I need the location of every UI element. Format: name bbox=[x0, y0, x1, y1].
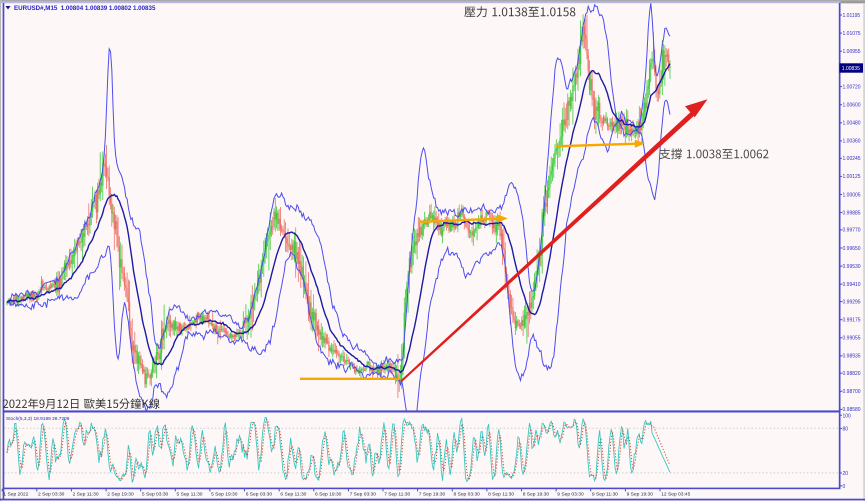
svg-text:0.99650: 0.99650 bbox=[843, 246, 861, 252]
svg-text:5 Sep 03:30: 5 Sep 03:30 bbox=[142, 491, 169, 497]
svg-text:1.00835: 1.00835 bbox=[842, 66, 860, 72]
svg-text:20: 20 bbox=[843, 471, 849, 477]
svg-text:0.98580: 0.98580 bbox=[843, 407, 861, 413]
svg-text:9 Sep 19:30: 9 Sep 19:30 bbox=[627, 491, 654, 497]
svg-text:1.00360: 1.00360 bbox=[843, 139, 861, 145]
svg-text:0.98820: 0.98820 bbox=[843, 371, 861, 377]
svg-text:0: 0 bbox=[843, 484, 846, 490]
svg-text:8 Sep 11:30: 8 Sep 11:30 bbox=[488, 491, 514, 497]
svg-text:1.00245: 1.00245 bbox=[843, 156, 861, 162]
svg-text:1.00480: 1.00480 bbox=[843, 121, 861, 127]
svg-text:7 Sep 11:30: 7 Sep 11:30 bbox=[384, 491, 410, 497]
svg-text:0.99530: 0.99530 bbox=[843, 264, 861, 270]
svg-text:1.00125: 1.00125 bbox=[843, 174, 861, 180]
svg-text:0.98700: 0.98700 bbox=[843, 389, 861, 395]
svg-text:5 Sep 19:30: 5 Sep 19:30 bbox=[211, 491, 238, 497]
svg-text:9 Sep 11:30: 9 Sep 11:30 bbox=[592, 491, 618, 497]
svg-text:6 Sep 11:30: 6 Sep 11:30 bbox=[280, 491, 306, 497]
svg-text:1.00005: 1.00005 bbox=[843, 192, 861, 198]
svg-text:0.99770: 0.99770 bbox=[843, 228, 861, 234]
svg-text:0.99295: 0.99295 bbox=[843, 299, 861, 305]
svg-text:100: 100 bbox=[843, 413, 852, 419]
svg-text:1.00720: 1.00720 bbox=[843, 84, 861, 90]
svg-text:0.99885: 0.99885 bbox=[843, 210, 861, 216]
svg-text:0.99055: 0.99055 bbox=[843, 336, 861, 342]
svg-text:12 Sep 03:45: 12 Sep 03:45 bbox=[661, 491, 690, 497]
svg-text:2 Sep 03:30: 2 Sep 03:30 bbox=[38, 491, 65, 497]
svg-text:1.01075: 1.01075 bbox=[843, 31, 861, 37]
svg-text:7 Sep 19:30: 7 Sep 19:30 bbox=[419, 491, 446, 497]
svg-text:6 Sep 19:30: 6 Sep 19:30 bbox=[315, 491, 342, 497]
svg-text:1.00600: 1.00600 bbox=[843, 103, 861, 109]
svg-text:1.01195: 1.01195 bbox=[843, 13, 861, 19]
svg-text:1 Sep 2022: 1 Sep 2022 bbox=[3, 491, 28, 497]
svg-text:0.99410: 0.99410 bbox=[843, 282, 861, 288]
svg-text:9 Sep 03:30: 9 Sep 03:30 bbox=[557, 491, 584, 497]
svg-text:5 Sep 11:30: 5 Sep 11:30 bbox=[177, 491, 203, 497]
svg-text:8 Sep 03:30: 8 Sep 03:30 bbox=[454, 491, 481, 497]
svg-text:7 Sep 03:30: 7 Sep 03:30 bbox=[350, 491, 377, 497]
svg-text:6 Sep 03:30: 6 Sep 03:30 bbox=[246, 491, 273, 497]
svg-text:EURUSD#,M15 1.00804 1.00839 1: EURUSD#,M15 1.00804 1.00839 1.00802 1.00… bbox=[14, 5, 156, 12]
svg-text:0.98935: 0.98935 bbox=[843, 354, 861, 360]
svg-text:1.00955: 1.00955 bbox=[843, 49, 861, 55]
svg-text:2 Sep 11:30: 2 Sep 11:30 bbox=[73, 491, 99, 497]
svg-text:8 Sep 19:30: 8 Sep 19:30 bbox=[523, 491, 550, 497]
svg-text:0.99175: 0.99175 bbox=[843, 318, 861, 324]
svg-text:80: 80 bbox=[843, 427, 849, 433]
svg-text:Stoch(5,3,3) 18.9189 28.7209: Stoch(5,3,3) 18.9189 28.7209 bbox=[6, 416, 70, 422]
svg-text:2 Sep 19:30: 2 Sep 19:30 bbox=[107, 491, 134, 497]
